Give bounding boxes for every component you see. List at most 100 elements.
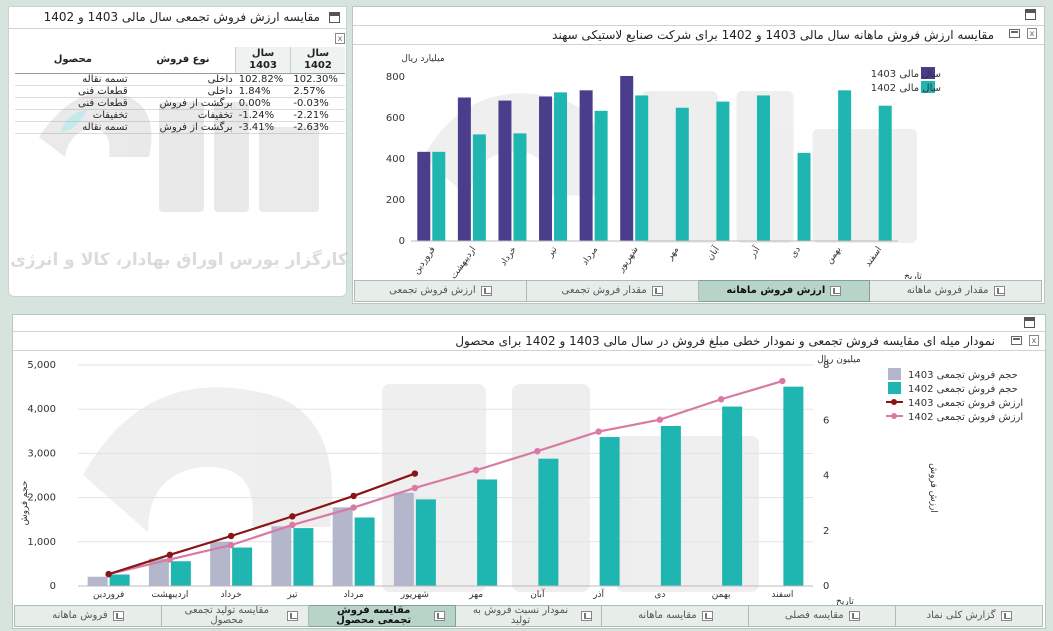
monthly-chart-title-text: مقایسه ارزش فروش ماهانه سال مالی 1403 و … xyxy=(552,28,994,42)
point-1402 xyxy=(717,396,725,403)
bar-1402 xyxy=(756,95,770,241)
y-tick-label: 400 xyxy=(386,154,405,165)
bar-1402 xyxy=(599,437,620,586)
bar-1403 xyxy=(498,100,512,241)
tab-label: مقایسه ماهانه xyxy=(638,610,697,621)
tab-4[interactable]: نمودار نسبت فروش به تولید xyxy=(454,605,603,627)
print-icon[interactable] xyxy=(1011,336,1022,345)
bar-1402 xyxy=(635,95,649,241)
table-cell-sale-type: برگشت از فروش xyxy=(130,97,236,110)
bar-1402 xyxy=(109,574,130,586)
table-row[interactable]: 2.57% 1.84% داخلی قطعات فنی xyxy=(15,85,345,98)
bar-chart-icon xyxy=(580,611,592,621)
bar-1403 xyxy=(210,541,231,586)
table-cell-y1403: -3.41% xyxy=(235,121,291,134)
table-row[interactable]: -2.63% -3.41% برگشت از فروش تسمه نقاله xyxy=(15,121,345,134)
tab-1[interactable]: مقدار فروش ماهانه xyxy=(869,280,1042,302)
bar-1402 xyxy=(722,406,743,586)
export-excel-icon[interactable]: x xyxy=(335,33,345,44)
maximize-icon[interactable] xyxy=(1024,317,1035,328)
point-1403 xyxy=(227,532,235,540)
x-tick-label: مهر xyxy=(468,590,483,600)
tab-4[interactable]: ارزش فروش تجمعی xyxy=(354,280,527,302)
table-cell-product: قطعات فنی xyxy=(15,85,131,98)
col-header-product[interactable]: محصول xyxy=(15,47,131,74)
table-cell-y1403: 102.82% xyxy=(235,73,291,86)
tab-7[interactable]: فروش ماهانه xyxy=(13,605,162,627)
watermark-text: کارگزار بورس اوراق بهادار، کالا و انرژی xyxy=(10,249,348,270)
series-line-1403 xyxy=(108,472,416,576)
export-excel-icon[interactable]: x xyxy=(1029,335,1039,346)
table-cell-y1402: 102.30% xyxy=(290,73,345,86)
y-axis-label: میلیارد ریال xyxy=(401,54,445,64)
point-1402 xyxy=(227,541,235,549)
watermark-shape xyxy=(83,387,333,533)
series-line-1402 xyxy=(108,379,783,576)
table-cell-sale-type: برگشت از فروش xyxy=(130,121,236,134)
tab-label: مقدار فروش تجمعی xyxy=(561,285,647,296)
table-cell-product: تسمه نقاله xyxy=(15,121,131,134)
bar-1403 xyxy=(148,558,169,586)
col-header-sale-type[interactable]: نوع فروش xyxy=(130,47,236,74)
y2-axis-label: ارزش فروش xyxy=(928,463,938,513)
x-tick-label: آذر xyxy=(746,243,763,260)
table-cell-sale-type: داخلی xyxy=(130,85,236,98)
tab-1[interactable]: گزارش کلی نماد xyxy=(895,605,1043,627)
x-tick-label: تیر xyxy=(545,245,560,260)
col-header-1402[interactable]: سال 1402 xyxy=(289,47,345,74)
tab-6[interactable]: مقایسه تولید تجمعی محصول xyxy=(160,605,309,627)
y2-tick-label: 0 xyxy=(823,581,829,592)
tab-3[interactable]: مقایسه ماهانه xyxy=(601,605,750,627)
table-cell-product: تسمه نقاله xyxy=(15,73,131,86)
point-1403 xyxy=(289,513,296,520)
bar-1403 xyxy=(393,492,414,586)
print-icon[interactable] xyxy=(1009,29,1020,38)
y-tick-label: 0 xyxy=(50,581,56,592)
bar-1402 xyxy=(415,499,436,586)
bar-1403 xyxy=(620,75,634,241)
tab-5[interactable]: مقایسه فروش تجمعی محصول xyxy=(307,605,456,627)
y-axis-label: حجم فروش xyxy=(20,481,30,526)
table-row[interactable]: -0.03% 0.00% برگشت از فروش قطعات فنی xyxy=(15,97,345,110)
table-cell-y1403: -1.24% xyxy=(235,109,291,122)
point-1402 xyxy=(534,447,541,455)
cumulative-chart-tabs: گزارش کلی نماد مقایسه فصلی مقایسه ماهانه نم… xyxy=(13,605,1043,627)
maximize-icon[interactable] xyxy=(1025,9,1036,20)
col-header-1403[interactable]: سال 1403 xyxy=(235,47,291,74)
x-tick-label: آبان xyxy=(704,243,722,262)
bar-1402 xyxy=(783,386,804,586)
point-1403 xyxy=(411,470,419,477)
bar-1402 xyxy=(538,458,559,586)
tab-2[interactable]: ارزش فروش ماهانه xyxy=(697,280,871,302)
maximize-icon[interactable] xyxy=(329,12,340,23)
table-body: 102.30% 102.82% داخلی تسمه نقاله 2.57% 1.84% د… xyxy=(15,73,345,134)
bar-chart-icon xyxy=(112,611,124,621)
bar-1403 xyxy=(417,151,431,241)
bar-1403 xyxy=(87,576,108,586)
x-axis-label: تاریخ xyxy=(904,272,922,279)
legend-label: حجم فروش تجمعی 1403 xyxy=(908,370,1018,381)
table-panel-title-text: مقایسه ارزش فروش تجمعی سال مالی 1403 و 1… xyxy=(43,10,320,24)
sales-share-table: سال 1402 سال 1403 نوع فروش محصول 102.30%… xyxy=(15,47,345,134)
legend-swatch-bar xyxy=(888,368,901,380)
tab-label: مقایسه فصلی xyxy=(784,610,844,621)
legend-label: حجم فروش تجمعی 1402 xyxy=(908,384,1018,395)
tab-label: ارزش فروش ماهانه xyxy=(726,285,826,296)
bar-1403 xyxy=(271,526,292,586)
y2-unit-label: میلیون ریال xyxy=(817,355,861,365)
x-axis-label: تاریخ xyxy=(836,597,854,605)
export-excel-icon[interactable]: x xyxy=(1027,28,1037,39)
x-tick-label: شهریور xyxy=(616,245,641,275)
y2-tick-label: 2 xyxy=(823,526,829,537)
table-row[interactable]: -2.21% -1.24% تخفیفات تخفیفات xyxy=(15,109,345,122)
point-1402 xyxy=(350,504,357,511)
bar-1403 xyxy=(579,90,593,241)
bar-1402 xyxy=(432,151,446,241)
tab-3[interactable]: مقدار فروش تجمعی xyxy=(525,280,699,302)
point-1403 xyxy=(350,492,357,500)
point-1402 xyxy=(595,428,602,435)
table-row[interactable]: 102.30% 102.82% داخلی تسمه نقاله xyxy=(15,73,345,86)
x-tick-label: بهمن xyxy=(712,590,731,600)
tab-2[interactable]: مقایسه فصلی xyxy=(748,605,897,627)
tab-label: فروش ماهانه xyxy=(52,610,108,621)
